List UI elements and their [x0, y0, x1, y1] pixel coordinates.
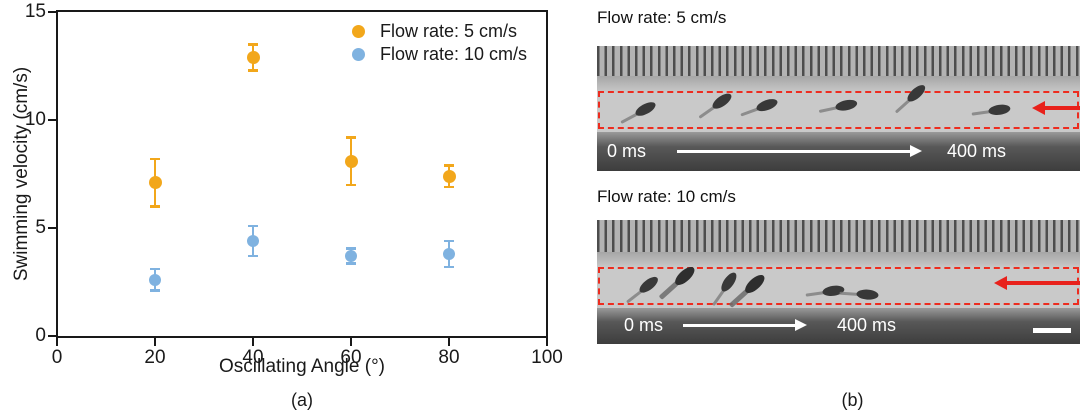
x-tick — [350, 338, 352, 346]
time-band: 0 ms 400 ms — [597, 308, 1080, 344]
x-tick — [154, 338, 156, 346]
error-bar-cap — [150, 205, 160, 208]
ruler-comb-icon — [597, 220, 1080, 252]
time-arrow-icon — [677, 145, 922, 157]
error-bar-cap — [248, 224, 258, 228]
error-bar-cap — [150, 267, 160, 271]
flow-direction-arrow-icon — [1032, 101, 1080, 115]
error-bar-cap — [444, 185, 454, 189]
error-bar-cap — [150, 289, 160, 292]
error-bar-cap — [248, 69, 258, 72]
legend-label-flow10: Flow rate: 10 cm/s — [380, 43, 528, 64]
x-tick-label: 20 — [144, 347, 166, 368]
arrow-head — [795, 319, 807, 331]
arrow-head — [1032, 101, 1045, 115]
image1-label: Flow rate: 5 cm/s — [597, 8, 727, 27]
comb-fade — [597, 76, 1080, 93]
arrow-head — [994, 276, 1007, 290]
y-tick-label: 0 — [35, 325, 46, 346]
legend-row-flow5: Flow rate: 5 cm/s — [352, 20, 527, 42]
error-bar-cap — [248, 254, 258, 258]
roi-dashed-box — [598, 267, 1079, 305]
data-point — [148, 176, 162, 190]
data-point — [344, 154, 358, 168]
error-bar-cap — [248, 43, 258, 46]
error-bar-cap — [444, 239, 454, 243]
y-tick — [48, 227, 56, 229]
data-point — [443, 247, 455, 260]
panel-a-caption: (a) — [291, 390, 313, 410]
arrow-line — [677, 150, 912, 153]
arrow-line — [683, 324, 797, 327]
y-tick — [48, 11, 56, 13]
legend-label-flow5: Flow rate: 5 cm/s — [380, 20, 518, 41]
legend: Flow rate: 5 cm/s Flow rate: 10 cm/s — [352, 20, 527, 66]
x-tick-label: 100 — [531, 347, 563, 368]
ruler-comb-icon — [597, 46, 1080, 76]
image2-label: Flow rate: 10 cm/s — [597, 187, 736, 206]
x-tick-label: 80 — [438, 347, 460, 368]
time-band: 0 ms 400 ms — [597, 132, 1080, 171]
error-bar-cap — [346, 247, 356, 250]
panel-b-caption: (b) — [841, 390, 864, 410]
error-bar-cap — [444, 265, 454, 269]
roi-dashed-box — [598, 91, 1079, 129]
arrow-line — [1003, 281, 1080, 285]
plot-area — [56, 10, 548, 338]
x-tick — [448, 338, 450, 346]
time-start-label: 0 ms — [624, 315, 664, 335]
legend-marker-flow5-icon — [352, 24, 365, 38]
time-end-label: 400 ms — [947, 141, 1007, 161]
y-tick — [48, 119, 56, 121]
data-point — [345, 250, 357, 263]
error-bar-cap — [150, 157, 160, 161]
arrow-line — [1041, 106, 1080, 110]
error-bar-cap — [346, 183, 356, 187]
y-axis-label: Swimming velocity (cm/s) — [11, 66, 32, 282]
time-start-label: 0 ms — [607, 141, 647, 161]
x-tick-label: 40 — [242, 347, 264, 368]
error-bar-cap — [444, 164, 454, 167]
time-arrow-icon — [683, 319, 807, 331]
legend-row-flow10: Flow rate: 10 cm/s — [352, 43, 527, 65]
data-point — [247, 234, 259, 247]
error-bar-cap — [346, 262, 356, 265]
data-point — [149, 273, 161, 286]
panel-a-chart: 0 5 10 15 0 20 40 60 80 100 Swimming velocity (cm… — [11, 1, 563, 410]
micrograph-flow10: 0 ms 400 ms — [597, 220, 1080, 344]
data-point — [442, 169, 456, 183]
y-tick-label: 5 — [35, 217, 46, 238]
x-tick-label: 0 — [51, 347, 63, 368]
x-axis-label: Oscillating Angle (°) — [219, 356, 385, 377]
legend-marker-flow10-icon — [352, 47, 365, 61]
flow-direction-arrow-icon — [994, 276, 1080, 290]
error-bar-cap — [346, 136, 356, 139]
time-end-label: 400 ms — [837, 315, 897, 335]
arrow-head — [910, 145, 922, 157]
x-tick-label: 60 — [340, 347, 362, 368]
scale-bar — [1033, 328, 1071, 333]
swimmer-body — [856, 288, 879, 301]
x-tick — [546, 338, 548, 346]
y-tick — [48, 335, 56, 337]
x-tick — [56, 338, 58, 346]
y-tick-label: 15 — [24, 1, 46, 22]
micrograph-flow5: 0 ms 400 ms — [597, 46, 1080, 171]
comb-fade — [597, 252, 1080, 268]
y-tick-label: 10 — [24, 109, 46, 130]
data-point — [246, 50, 260, 64]
x-tick — [252, 338, 254, 346]
